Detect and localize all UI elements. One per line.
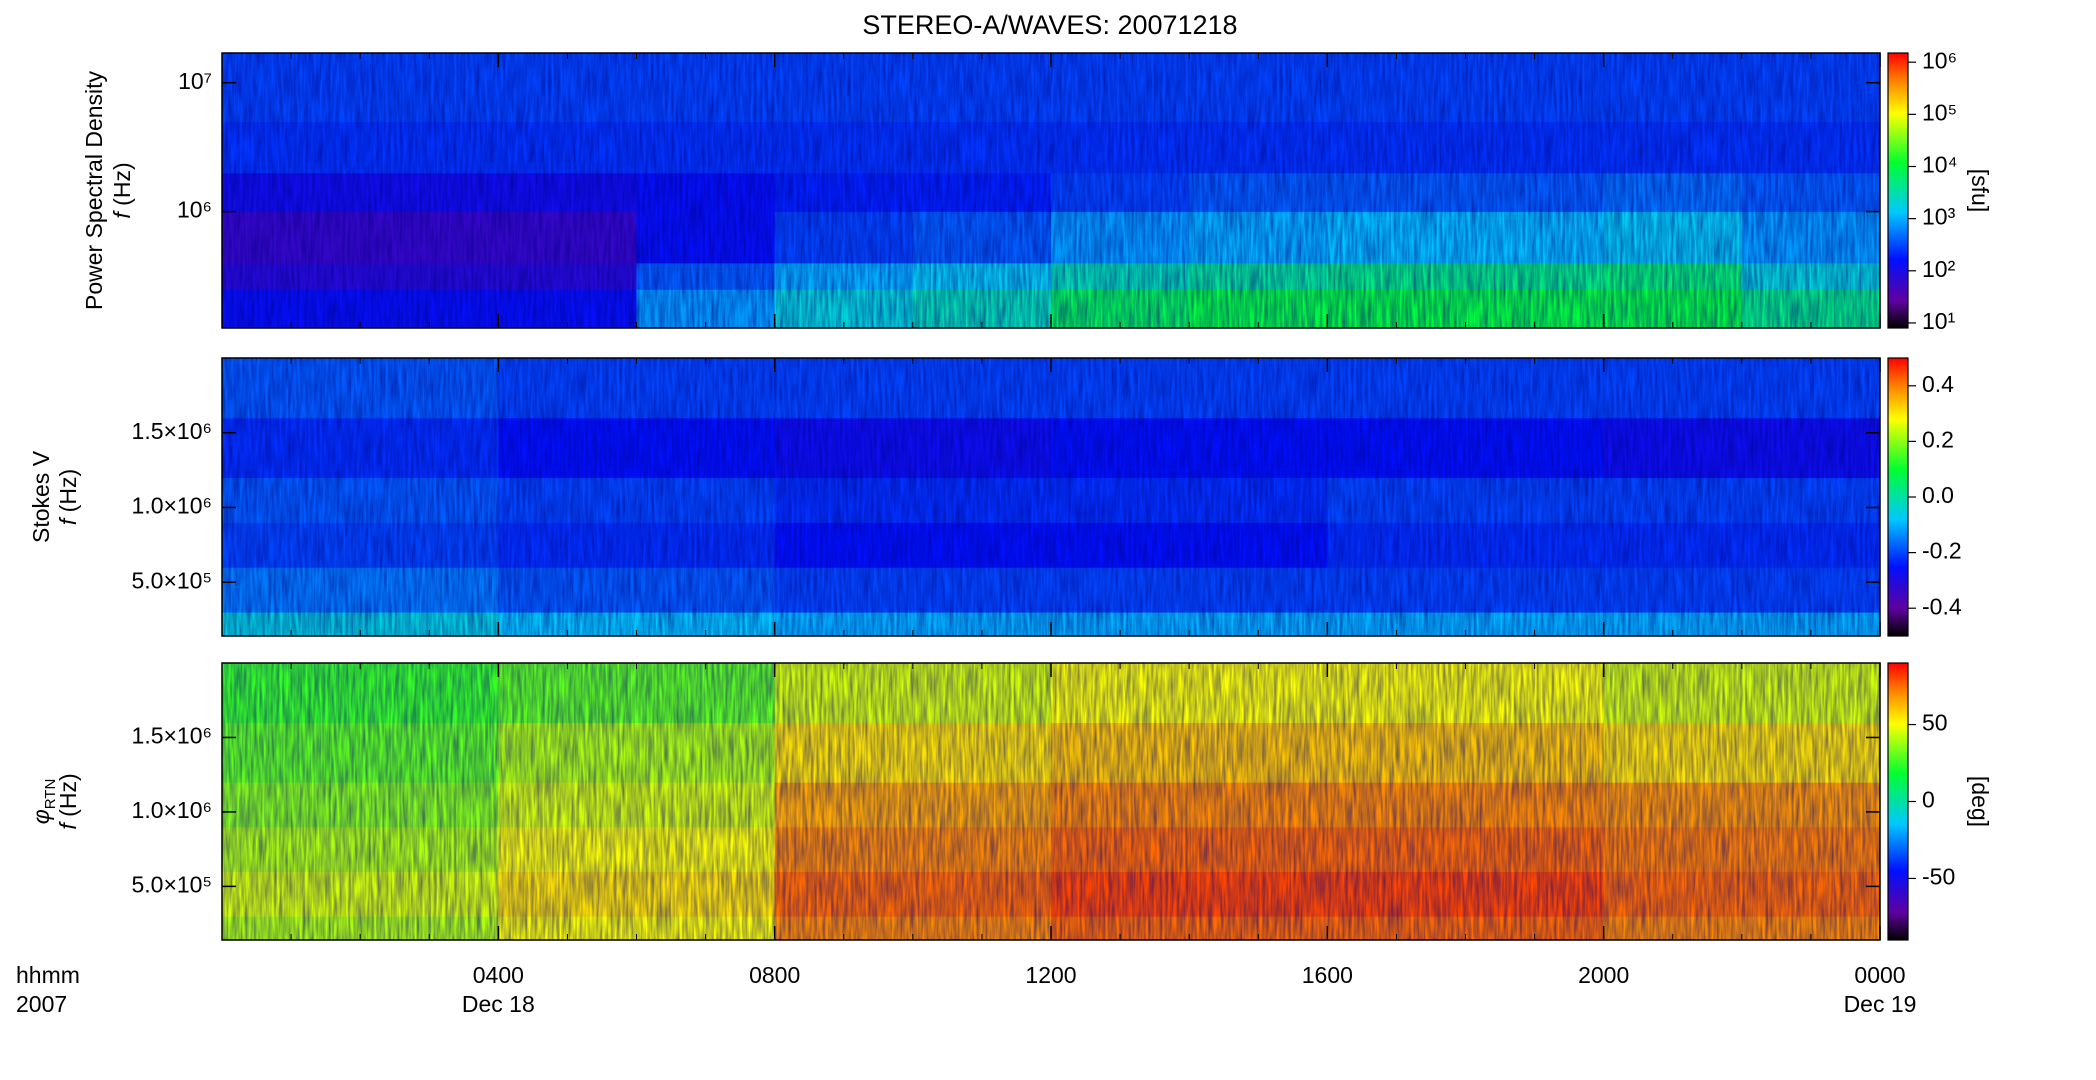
colorbar bbox=[1887, 662, 1909, 941]
texture bbox=[222, 53, 1880, 328]
x-corner-label: hhmm bbox=[16, 962, 80, 988]
y-tick-label: 1.0×10⁶ bbox=[132, 797, 212, 823]
y-label: f (Hz) bbox=[55, 773, 81, 829]
x-tick-label: 0400 bbox=[473, 962, 524, 988]
y-tick-label: 1.5×10⁶ bbox=[132, 418, 212, 444]
y-tick-label: 10⁶ bbox=[177, 197, 212, 223]
y-label-symbol: φ bbox=[28, 809, 54, 824]
x-date-label: Dec 19 bbox=[1844, 991, 1917, 1017]
colorbar-tick-label: 10⁶ bbox=[1922, 47, 1957, 73]
y-label: Stokes V bbox=[28, 450, 54, 543]
panel: 10⁶ 10⁷ Power Spectral Density f (Hz) 10¹ 10²… bbox=[81, 47, 1993, 334]
colorbar-tick-label: 10³ bbox=[1922, 204, 1956, 230]
colorbar bbox=[1887, 357, 1909, 637]
x-tick-label: 1200 bbox=[1025, 962, 1076, 988]
y-label: Power Spectral Density bbox=[81, 70, 107, 310]
chart-title: STEREO-A/WAVES: 20071218 bbox=[862, 10, 1237, 40]
texture bbox=[222, 358, 1880, 636]
x-tick-label: 1600 bbox=[1302, 962, 1353, 988]
colorbar-tick-label: 10² bbox=[1922, 256, 1956, 282]
colorbar-tick-label: 0.0 bbox=[1922, 482, 1954, 508]
x-tick-label: 0800 bbox=[749, 962, 800, 988]
colorbar-tick-label: -0.4 bbox=[1922, 593, 1962, 619]
colorbar-tick-label: 0.2 bbox=[1922, 426, 1954, 452]
x-tick-label: 0000 bbox=[1854, 962, 1905, 988]
y-label: f (Hz) bbox=[55, 469, 81, 525]
x-tick-label: 2000 bbox=[1578, 962, 1629, 988]
y-tick-label: 10⁷ bbox=[178, 68, 212, 94]
y-tick-label: 5.0×10⁵ bbox=[131, 567, 212, 593]
x-corner-label: 2007 bbox=[16, 991, 67, 1017]
y-tick-label: 1.5×10⁶ bbox=[132, 723, 212, 749]
colorbar-tick-label: 0 bbox=[1922, 787, 1935, 813]
colorbar-label: [deg] bbox=[1967, 776, 1993, 827]
colorbar-label: [sfu] bbox=[1967, 169, 1993, 212]
y-label-subscript: RTN bbox=[42, 779, 59, 810]
colorbar-tick-label: 10⁵ bbox=[1922, 99, 1957, 125]
colorbar bbox=[1887, 52, 1909, 329]
x-date-label: Dec 18 bbox=[462, 991, 535, 1017]
colorbar-tick-label: -0.2 bbox=[1922, 538, 1962, 564]
y-label: f (Hz) bbox=[109, 162, 135, 218]
colorbar-tick-label: 0.4 bbox=[1922, 371, 1954, 397]
y-label: φRTN bbox=[28, 779, 59, 825]
texture bbox=[222, 663, 1880, 940]
colorbar-tick-label: 50 bbox=[1922, 710, 1948, 736]
colorbar-tick-label: 10⁴ bbox=[1922, 152, 1957, 178]
colorbar-tick-label: 10¹ bbox=[1922, 308, 1956, 334]
colorbar-tick-label: -50 bbox=[1922, 864, 1955, 890]
y-tick-label: 5.0×10⁵ bbox=[131, 871, 212, 897]
y-tick-label: 1.0×10⁶ bbox=[132, 493, 212, 519]
